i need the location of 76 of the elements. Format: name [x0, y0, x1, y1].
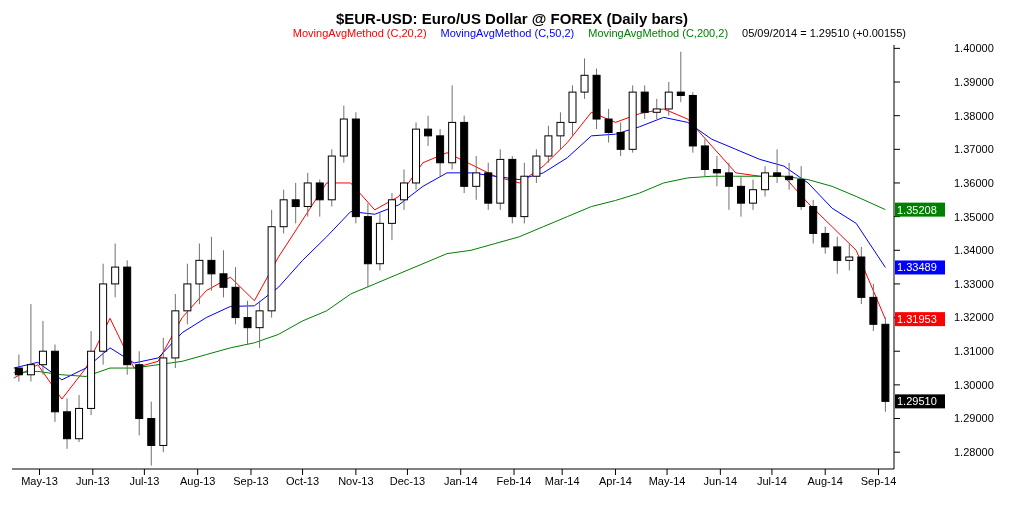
x-tick-label: Mar-14: [544, 474, 580, 487]
data-label: 1.33489: [897, 261, 937, 274]
x-tick-label: Aug-14: [807, 474, 843, 487]
candlestick: [676, 51, 685, 103]
candlestick: [604, 108, 613, 144]
chart-title: $EUR-USD: Euro/US Dollar @ FOREX (Daily bars): [334, 9, 690, 27]
candlestick: [580, 57, 589, 100]
candlestick: [556, 111, 565, 150]
candlestick: [387, 192, 396, 241]
candlestick: [26, 303, 35, 383]
candlestick: [38, 320, 47, 376]
candlestick: [243, 300, 252, 345]
candlestick: [712, 155, 721, 187]
y-tick-label: 1.30000: [954, 378, 994, 391]
x-tick-label: Aug-13: [179, 474, 216, 487]
x-tick-label: Jul-14: [756, 474, 787, 487]
y-tick-label: 1.35000: [954, 210, 994, 223]
x-tick-label: Dec-13: [389, 474, 426, 487]
candlestick: [700, 138, 709, 177]
candlestick: [544, 125, 553, 164]
candlestick: [736, 175, 745, 218]
candlestick: [207, 236, 216, 292]
y-tick-label: 1.39000: [954, 75, 994, 88]
candlestick: [664, 81, 673, 117]
candlestick: [532, 148, 541, 184]
y-tick-label: 1.34000: [954, 244, 994, 257]
x-tick-label: May-14: [648, 474, 686, 487]
candlestick: [291, 182, 300, 224]
annotation: 1.29510: [897, 395, 937, 408]
y-tick-label: 1.29000: [954, 412, 994, 425]
y-tick-label: 1.40000: [954, 42, 994, 55]
candlestick: [616, 121, 625, 157]
y-tick-label: 1.33000: [954, 277, 994, 290]
text: MovingAvgMethod (C,20,2): [292, 27, 427, 39]
y-tick-label: 1.28000: [954, 446, 994, 459]
y-tick-label: 1.32000: [954, 311, 994, 324]
x-tick-label: Jun-14: [703, 474, 738, 487]
candlestick: [640, 84, 649, 120]
data-label: 1.35208: [897, 203, 937, 216]
candlestick: [833, 236, 842, 275]
candlestick: [845, 243, 854, 271]
candlestick: [821, 226, 830, 255]
x-tick-label: Jan-14: [443, 474, 478, 487]
y-tick-label: 1.37000: [954, 143, 994, 156]
candlestick: [785, 162, 794, 191]
candlestick: [14, 354, 23, 383]
x-tick-label: Sep-14: [860, 474, 897, 487]
candlestick: [761, 165, 770, 197]
x-tick-label: Jun-13: [75, 474, 110, 487]
y-tick-label: 1.31000: [954, 345, 994, 358]
candlestick: [400, 169, 408, 211]
candlestick: [724, 162, 733, 211]
candlestick: [315, 179, 324, 218]
candlestick: [424, 115, 433, 147]
x-tick-label: Oct-13: [286, 474, 320, 487]
data-label: 1.31953: [897, 313, 937, 326]
text: MovingAvgMethod (C,50,2): [440, 27, 575, 39]
candlestick: [195, 243, 204, 305]
y-tick-label: 1.38000: [954, 109, 994, 122]
x-tick-label: Jul-13: [129, 474, 160, 487]
text: MovingAvgMethod (C,200,2): [588, 27, 729, 39]
candlestick: [255, 300, 264, 349]
candlestick: [749, 179, 758, 211]
candlestick: [472, 155, 481, 201]
candlestick: [111, 243, 120, 298]
x-tick-label: Sep-13: [233, 474, 269, 487]
x-tick-label: Nov-13: [338, 474, 374, 487]
x-tick-label: Feb-14: [496, 474, 532, 487]
x-tick-label: May-13: [21, 474, 58, 487]
candlestick: [303, 172, 312, 218]
text: 05/09/2014 = 1.29510 (+0.00155): [742, 27, 906, 39]
candlestick: [773, 148, 782, 184]
y-tick-label: 1.36000: [954, 176, 994, 189]
candlestick: [652, 98, 661, 120]
x-tick-label: Apr-14: [598, 474, 632, 487]
candlestick: [219, 249, 228, 298]
